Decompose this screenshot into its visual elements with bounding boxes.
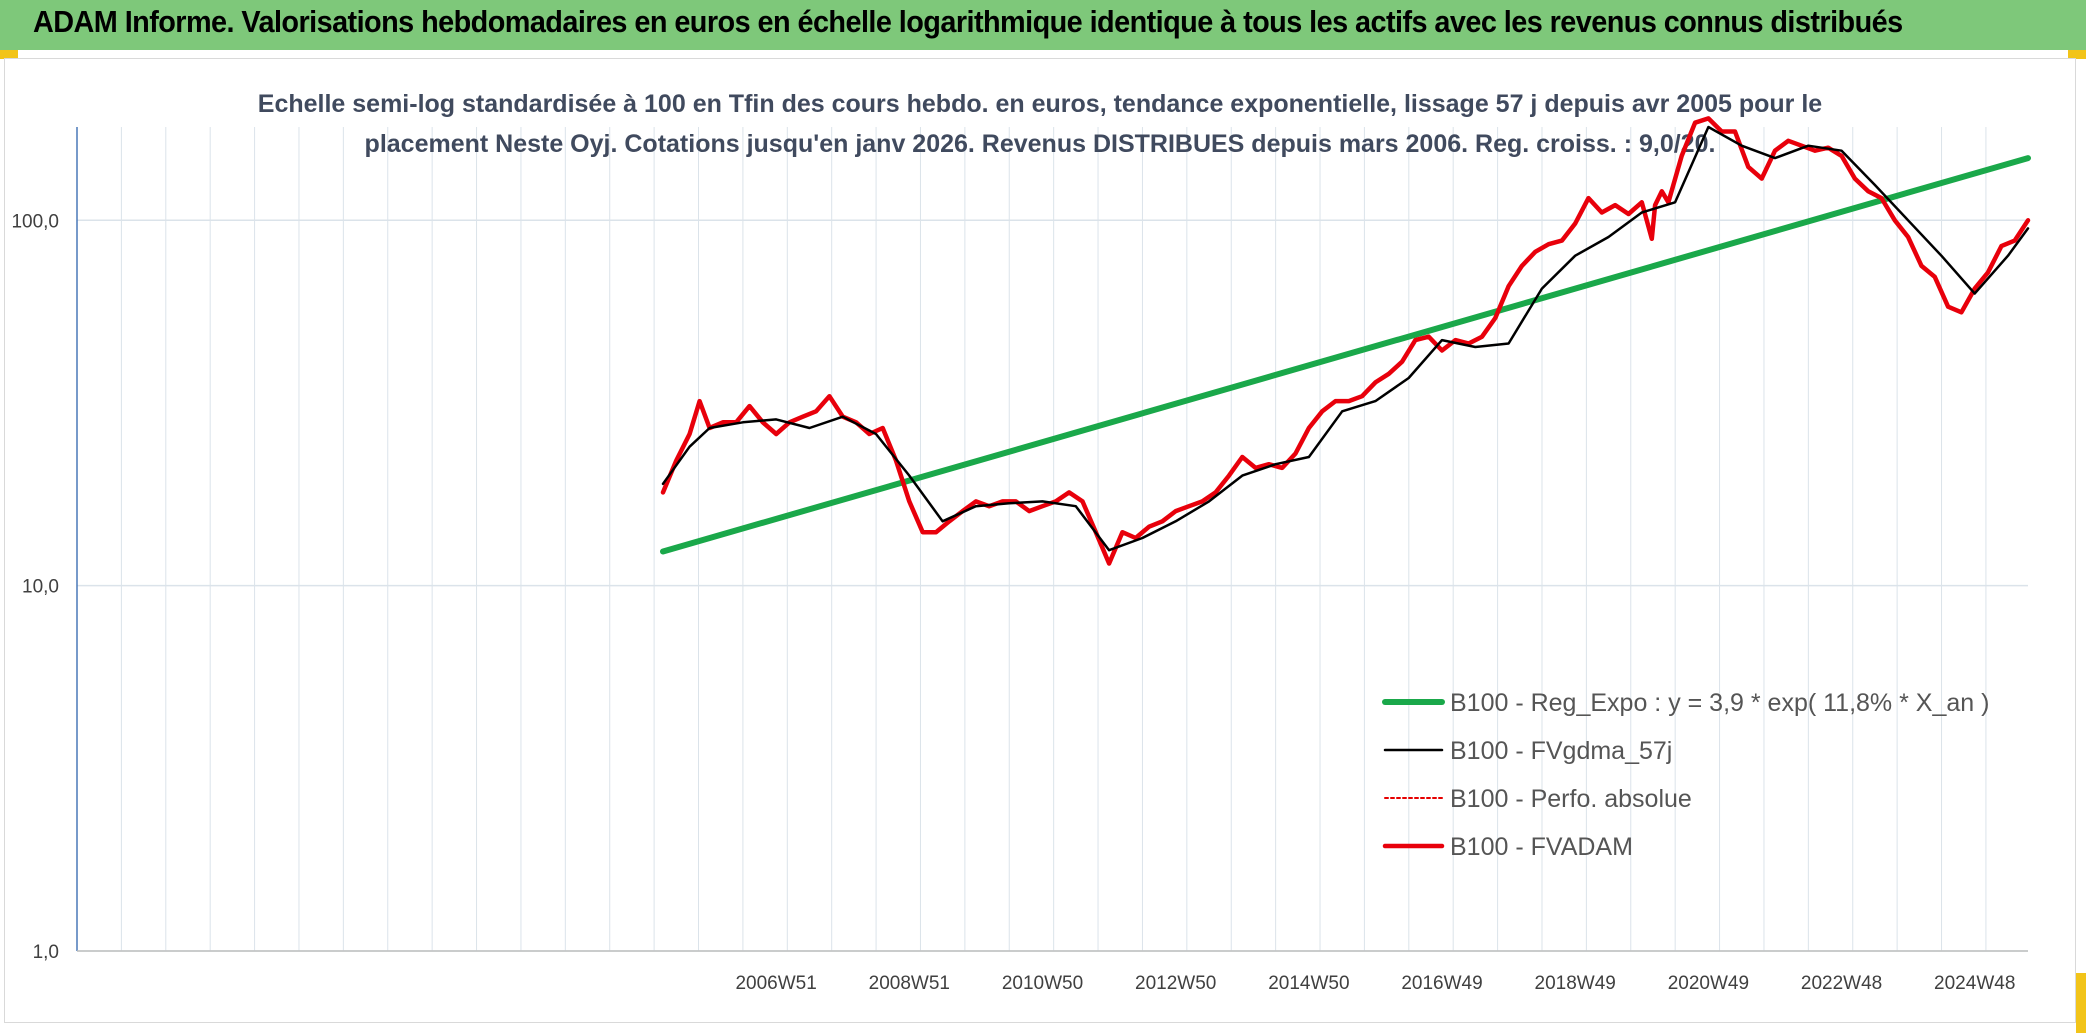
x-tick-label: 2016W49: [1401, 973, 1482, 994]
grid-lines: [77, 127, 2028, 952]
series-line-trend: [660, 155, 2031, 555]
corner-marker-bottom-right: [2076, 973, 2086, 1033]
legend-label-smooth: B100 - FVgdma_57j: [1450, 737, 1672, 765]
x-tick-label: 2006W51: [735, 973, 816, 994]
corner-marker-right: [2068, 50, 2086, 59]
x-tick-label: 2012W50: [1135, 973, 1216, 994]
axes: 1,0 10,0 100,0 2006W51 2008W51 2010W50 2012W50…: [11, 127, 2028, 994]
chart-frame: [4, 58, 2076, 1023]
y-tick-label: 1,0: [33, 942, 59, 963]
series-line-fvadam: [660, 116, 2031, 566]
series-lines: [660, 116, 2031, 566]
y-tick-label: 10,0: [22, 577, 59, 598]
report-banner: ADAM Informe. Valorisations hebdomadaire…: [0, 0, 2086, 50]
x-tick-label: 2020W49: [1668, 973, 1749, 994]
legend: B100 - Reg_Expo : y = 3,9 * exp( 11,8% *…: [1382, 689, 1989, 861]
series-line-smooth: [661, 125, 2030, 552]
legend-label-fvadam: B100 - FVADAM: [1450, 833, 1633, 861]
chart-subtitle-line-1: Echelle semi-log standardisée à 100 en T…: [258, 90, 1823, 118]
y-tick-label: 100,0: [11, 211, 59, 232]
x-tick-label: 2014W50: [1268, 973, 1349, 994]
x-tick-label: 2018W49: [1535, 973, 1616, 994]
chart-subtitle: Echelle semi-log standardisée à 100 en T…: [258, 90, 1823, 158]
x-tick-label: 2008W51: [869, 973, 950, 994]
corner-marker-left: [0, 50, 18, 59]
report-title: ADAM Informe. Valorisations hebdomadaire…: [33, 4, 1903, 39]
x-tick-label: 2022W48: [1801, 973, 1882, 994]
chart-subtitle-line-2: placement Neste Oyj. Cotations jusqu'en …: [365, 130, 1716, 158]
legend-label-perf: B100 - Perfo. absolue: [1450, 785, 1692, 813]
x-tick-label: 2010W50: [1002, 973, 1083, 994]
x-tick-label: 2024W48: [1934, 973, 2015, 994]
legend-label-trend: B100 - Reg_Expo : y = 3,9 * exp( 11,8% *…: [1450, 689, 1989, 717]
